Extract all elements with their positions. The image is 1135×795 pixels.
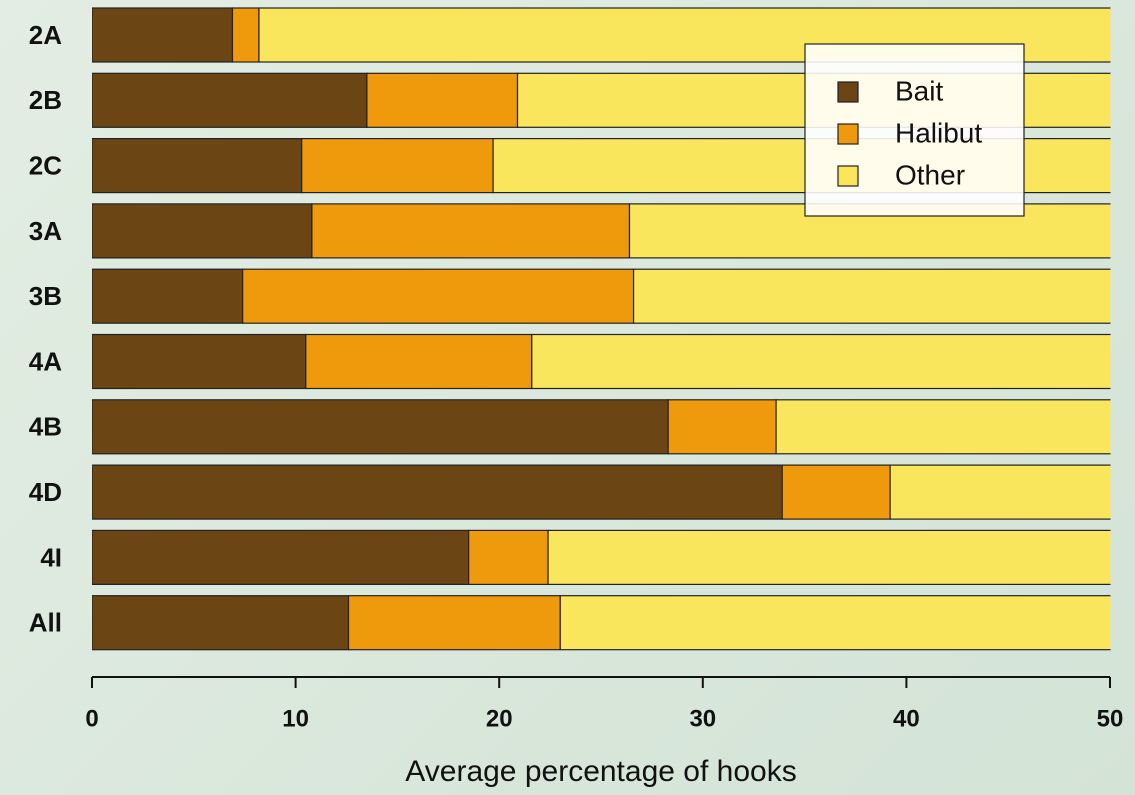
x-tick-label: 30 [689,705,716,732]
legend-label: Halibut [895,117,982,148]
y-tick-label: 4I [40,542,62,572]
x-tick-label: 50 [1097,705,1124,732]
bar-segment [92,464,783,520]
bar-segment [781,464,891,520]
bar-segment [366,72,519,128]
bar-segment [92,333,307,390]
legend-swatch [837,81,859,103]
bar-segment [775,399,1111,455]
bar-segment [92,203,313,259]
bar-segment [559,595,1111,651]
bar-segment [301,138,494,194]
bar-segment [547,529,1111,586]
x-tick-label: 20 [486,705,513,732]
y-tick-label: All [29,608,62,638]
bar-segment [347,595,561,651]
bar-segment [889,464,1111,520]
legend-label: Other [895,159,965,190]
y-tick-label: 2B [29,85,62,115]
x-axis-title: Average percentage of hooks [405,755,796,788]
bar-segment [632,268,1111,324]
bar-segment [468,529,549,586]
bar-segment [305,333,533,390]
bar-segment [242,268,635,324]
legend-label: Bait [895,75,943,106]
y-tick-label: 2C [29,150,62,180]
bar-segment [531,333,1111,390]
bar-segment [92,268,244,324]
y-tick-label: 4D [29,477,62,507]
y-tick-label: 2A [29,20,62,50]
bar-segment [92,529,470,586]
x-tick-label: 0 [85,705,98,732]
legend-swatch [837,123,859,145]
bar-segment [92,399,669,455]
x-tick-label: 10 [282,705,309,732]
bar-segment [667,399,777,455]
bar-segment [92,72,368,128]
y-tick-label: 3B [29,281,62,311]
bar-segment [92,7,234,63]
bar-segment [231,7,260,63]
bar-segment [92,138,303,194]
bar-segment [311,203,631,259]
bar-segment [92,595,350,651]
x-tick-label: 40 [893,705,920,732]
legend-swatch [837,165,859,187]
y-tick-label: 3A [29,216,62,246]
y-tick-label: 4B [29,412,62,442]
y-tick-label: 4A [29,346,62,376]
